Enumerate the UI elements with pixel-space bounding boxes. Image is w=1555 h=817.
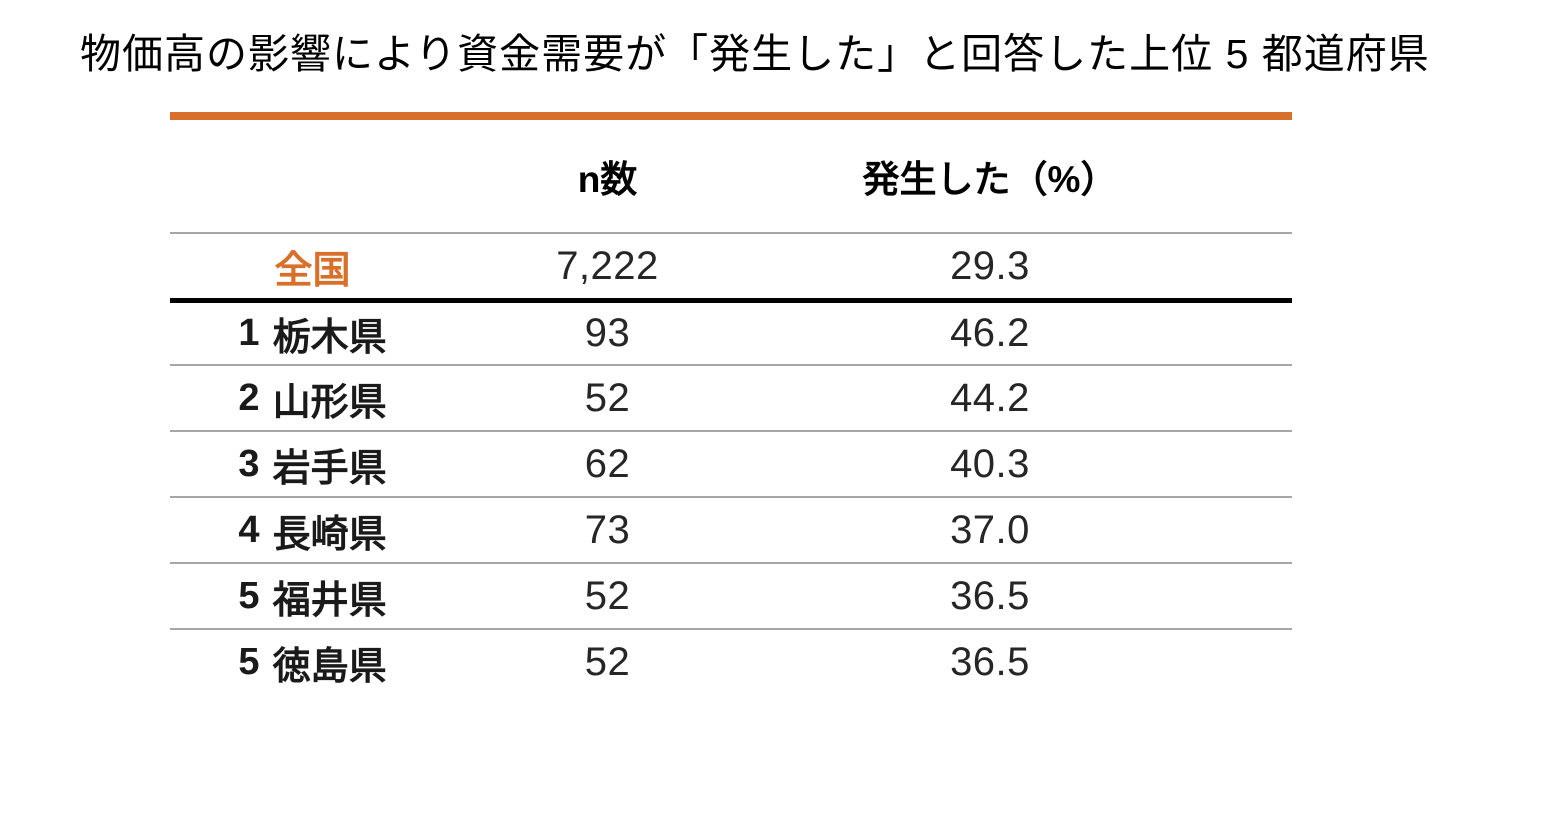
rank-label: 2	[238, 376, 260, 419]
n-count-value: 7,222	[556, 243, 659, 288]
occurred-pct-cell: 29.3	[760, 244, 1220, 289]
n-count-value: 52	[584, 573, 631, 618]
ranking-table: n数 発生した（%） 全国 7,222 29.3 1 栃木県 93 46.2 2…	[170, 112, 1292, 694]
prefecture-cell: 全国	[170, 239, 455, 294]
n-count-value: 52	[584, 639, 631, 684]
table-row: 5 福井県 52 36.5	[170, 562, 1292, 628]
occurred-pct-value: 36.5	[950, 573, 1030, 618]
prefecture-name: 栃木県	[272, 317, 387, 359]
header-cell-occurred-pct: 発生した（%）	[862, 159, 1118, 200]
n-count-cell: 73	[455, 508, 760, 553]
rank-label: 3	[238, 442, 260, 485]
prefecture-cell: 2 山形県	[170, 371, 455, 426]
table-row: 3 岩手県 62 40.3	[170, 430, 1292, 496]
n-count-value: 73	[584, 507, 631, 552]
n-count-value: 93	[584, 311, 631, 355]
prefecture-name: 徳島県	[272, 645, 387, 688]
rank-label: 1	[238, 312, 260, 354]
rank-label: 5	[238, 574, 260, 617]
occurred-pct-cell: 36.5	[760, 574, 1220, 619]
header-cell-n: n数	[577, 159, 638, 200]
occurred-pct-value: 37.0	[950, 507, 1030, 552]
table-row: 1 栃木県 93 46.2	[170, 298, 1292, 364]
prefecture-cell: 4 長崎県	[170, 503, 455, 558]
n-count-cell: 52	[455, 640, 760, 685]
rank-label: 4	[238, 508, 260, 551]
occurred-pct-value: 29.3	[950, 243, 1030, 288]
n-count-cell: 52	[455, 574, 760, 619]
occurred-pct-value: 36.5	[950, 639, 1030, 684]
prefecture-name: 山形県	[272, 381, 387, 424]
prefecture-name: 福井県	[272, 579, 387, 622]
page-title: 物価高の影響により資金需要が「発生した」と回答した上位 5 都道府県	[80, 31, 1430, 77]
n-count-cell: 7,222	[455, 244, 760, 289]
n-count-cell: 52	[455, 376, 760, 421]
occurred-pct-value: 44.2	[950, 375, 1030, 420]
accent-bar	[170, 112, 1292, 120]
prefecture-cell: 5 徳島県	[170, 635, 455, 690]
prefecture-cell: 1 栃木県	[170, 306, 455, 361]
n-count-value: 62	[584, 441, 631, 486]
prefecture-cell: 5 福井県	[170, 569, 455, 624]
n-count-cell: 62	[455, 442, 760, 487]
occurred-pct-value: 40.3	[950, 441, 1030, 486]
table-row: 5 徳島県 52 36.5	[170, 628, 1292, 694]
occurred-pct-cell: 44.2	[760, 376, 1220, 421]
occurred-pct-cell: 46.2	[760, 311, 1220, 356]
prefecture-name: 長崎県	[272, 513, 387, 556]
occurred-pct-cell: 40.3	[760, 442, 1220, 487]
occurred-pct-cell: 37.0	[760, 508, 1220, 553]
table-row: 4 長崎県 73 37.0	[170, 496, 1292, 562]
occurred-pct-cell: 36.5	[760, 640, 1220, 685]
occurred-pct-value: 46.2	[950, 311, 1030, 355]
prefecture-name: 全国	[274, 249, 351, 292]
table-row: 2 山形県 52 44.2	[170, 364, 1292, 430]
prefecture-name: 岩手県	[272, 447, 387, 490]
prefecture-cell: 3 岩手県	[170, 437, 455, 492]
national-row: 全国 7,222 29.3	[170, 232, 1292, 298]
n-count-cell: 93	[455, 311, 760, 356]
n-count-value: 52	[584, 375, 631, 420]
rank-label: 5	[238, 640, 260, 683]
table-header-row: n数 発生した（%）	[170, 120, 1292, 232]
